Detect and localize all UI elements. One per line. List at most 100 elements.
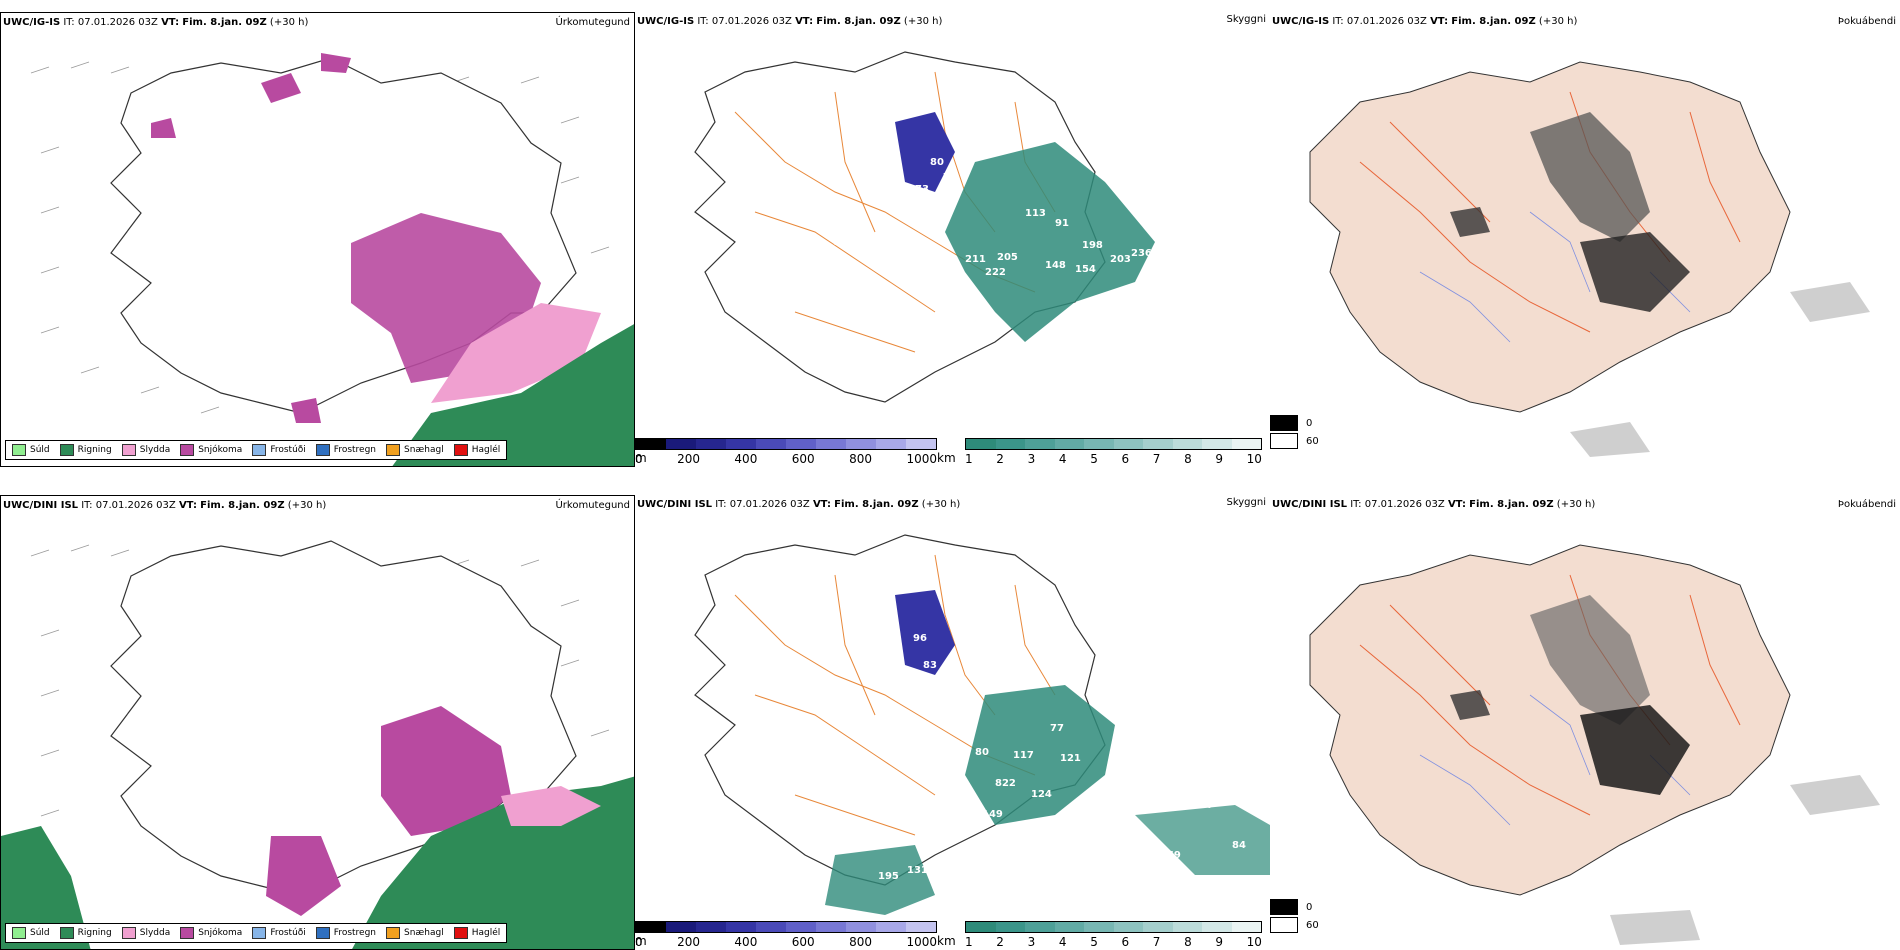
- fog-legend-item: 60: [1270, 433, 1319, 449]
- panel-title: Skyggni: [1226, 14, 1266, 25]
- ceiling-label: 822: [995, 778, 1016, 789]
- ceiling-label: 195: [878, 871, 899, 882]
- panel-title: Þokuábendi: [1837, 499, 1896, 510]
- ceiling-label: 121: [1060, 753, 1081, 764]
- visibility-scale-bar: [965, 921, 1262, 933]
- snow-area: [266, 836, 341, 916]
- legend-item: Súld: [12, 927, 50, 939]
- fog-panel-row1: UWC/IG-IS IT: 07.01.2026 03Z VT: Fim. 8.…: [1270, 12, 1900, 467]
- legend-item: Slydda: [121, 927, 170, 939]
- fog-panel-row2: UWC/DINI ISL IT: 07.01.2026 03Z VT: Fim.…: [1270, 495, 1900, 950]
- panel-header: UWC/IG-IS IT: 07.01.2026 03Z VT: Fim. 8.…: [1272, 16, 1578, 27]
- ceiling-scale-ticks: 0 200 400 600 800 1000: [635, 452, 937, 466]
- low-ceiling-area: [895, 112, 955, 192]
- ceiling-label: 97: [1063, 342, 1077, 353]
- ceiling-label-layer: 96 83 97 87 150 80 117 77 121 822 124 14…: [635, 495, 1270, 950]
- ceiling-label: 73: [915, 184, 929, 195]
- ceiling-label: 571: [935, 392, 956, 403]
- rivers-roads: [1359, 91, 1741, 333]
- fog-area: [1530, 112, 1650, 242]
- legend-item: Rigning: [59, 927, 112, 939]
- ceiling-scale-bar: [635, 921, 937, 933]
- fog-area: [1450, 690, 1490, 720]
- visibility-unit: km: [937, 934, 956, 948]
- fog-area: [1450, 207, 1490, 237]
- legend-item: Frostregn: [315, 444, 376, 456]
- ceiling-label: 87: [903, 727, 917, 738]
- low-ceiling-area: [895, 590, 955, 675]
- ceiling-label: 12: [997, 132, 1011, 143]
- precip-map: [1, 540, 634, 949]
- model-name: UWC/DINI ISL: [1272, 499, 1348, 510]
- legend-item: Frostregn: [315, 927, 376, 939]
- ceiling-label: 211: [965, 254, 986, 265]
- ceiling-scale: 0 200 400 600 800 1000 m: [635, 921, 937, 949]
- ceiling-label: 261: [1097, 307, 1118, 318]
- legend-item: Slydda: [121, 444, 170, 456]
- ceiling-label: 634: [1145, 224, 1166, 235]
- model-name: UWC/IG-IS: [1272, 16, 1330, 27]
- visibility-unit: km: [937, 451, 956, 465]
- ceiling-label: 81: [833, 237, 847, 248]
- fog-area: [1580, 232, 1690, 312]
- visibility-scale: 1 2 3 4 5 6 7 8 9 10 km: [937, 438, 1262, 466]
- visibility-scale-ticks: 1 2 3 4 5 6 7 8 9 10: [965, 935, 1262, 949]
- model-name: UWC/IG-IS: [637, 16, 695, 27]
- ceiling-label: 91: [1055, 218, 1069, 229]
- visibility-scale-bar: [965, 438, 1262, 450]
- ceiling-unit: m: [635, 451, 647, 465]
- model-name: UWC/DINI ISL: [3, 500, 79, 511]
- fog-offshore: [1570, 282, 1870, 457]
- rain-area: [1, 826, 91, 949]
- rivers-roads: [1359, 574, 1741, 816]
- ceiling-unit: m: [635, 934, 647, 948]
- panel-header: UWC/IG-IS IT: 07.01.2026 03Z VT: Fim. 8.…: [3, 17, 309, 28]
- fog-legend-row1: 0 60: [1270, 413, 1319, 451]
- low-visibility-area: [965, 685, 1115, 825]
- wind-barbs: [30, 544, 610, 817]
- precip-panel-row2: UWC/DINI ISL IT: 07.01.2026 03Z VT: Fim.…: [0, 495, 635, 950]
- panel-title: Úrkomutegund: [555, 500, 630, 511]
- ceiling-label: 291: [1170, 290, 1191, 301]
- legend-item: Haglél: [453, 444, 500, 456]
- ceiling-label: 72: [1032, 424, 1046, 435]
- ceiling-label: 113: [1025, 208, 1046, 219]
- ceiling-label: 124: [1031, 789, 1052, 800]
- ceiling-scale-ticks: 0 200 400 600 800 1000: [635, 935, 937, 949]
- ceiling-label: 67: [935, 892, 949, 903]
- visibility-scale-ticks: 1 2 3 4 5 6 7 8 9 10: [965, 452, 1262, 466]
- ceiling-label: 80: [930, 157, 944, 168]
- legend-item: Snjókoma: [180, 444, 242, 456]
- fog-map: [1309, 61, 1870, 457]
- visibility-panel-row2: UWC/DINI ISL IT: 07.01.2026 03Z VT: Fim.…: [635, 495, 1270, 950]
- road-network: [734, 71, 1056, 353]
- fog-area: [1530, 595, 1650, 725]
- precip-map: [30, 53, 634, 466]
- ceiling-label: 150: [942, 747, 963, 758]
- ceiling-label: 149: [982, 809, 1003, 820]
- legend-item: Haglél: [453, 927, 500, 939]
- legend-item: Snjókoma: [180, 927, 242, 939]
- rain-area: [392, 324, 634, 466]
- precip-panel-row1: UWC/IG-IS IT: 07.01.2026 03Z VT: Fim. 8.…: [0, 12, 635, 467]
- ceiling-scale-bar: [635, 438, 937, 450]
- ceiling-label: 110: [1195, 304, 1216, 315]
- snow-area: [381, 706, 511, 836]
- visibility-map: [694, 534, 1270, 915]
- panel-title: Skyggni: [1226, 497, 1266, 508]
- precip-legend: Súld Rigning Slydda Snjókoma Frostúði Fr…: [5, 440, 508, 460]
- visibility-scale: 1 2 3 4 5 6 7 8 9 10 km: [937, 921, 1262, 949]
- iceland-land: [1309, 544, 1791, 896]
- panel-header: UWC/DINI ISL IT: 07.01.2026 03Z VT: Fim.…: [1272, 499, 1596, 510]
- fog-legend-item: 0: [1270, 899, 1319, 915]
- ceiling-label: 91: [1019, 842, 1033, 853]
- ceiling-label: 205: [997, 252, 1018, 263]
- iceland-land: [1309, 61, 1791, 413]
- ceiling-label: 80: [975, 747, 989, 758]
- ceiling-label: 279: [1005, 409, 1026, 420]
- visibility-map: [694, 51, 1155, 403]
- legend-item: Snæhagl: [386, 927, 444, 939]
- ceiling-label: 131: [907, 865, 928, 876]
- panel-title: Úrkomutegund: [555, 17, 630, 28]
- ceiling-label: 97: [943, 665, 957, 676]
